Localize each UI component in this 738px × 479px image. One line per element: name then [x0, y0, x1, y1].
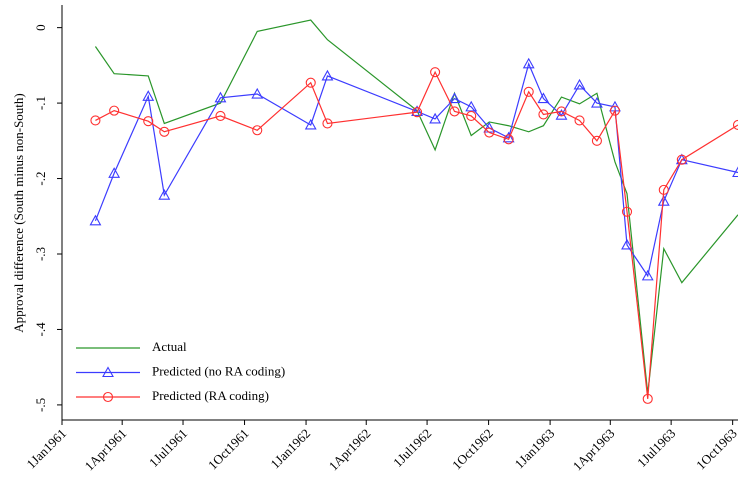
x-tick-label: 1Jan1962	[267, 426, 313, 472]
legend-label: Predicted (RA coding)	[152, 388, 269, 403]
x-tick-label: 1Jan1963	[511, 426, 557, 472]
marker-circle	[556, 106, 567, 117]
x-tick-label: 1Jan1961	[23, 426, 69, 472]
marker-triangle	[411, 105, 423, 116]
x-tick-label: 1Oct1961	[205, 426, 252, 473]
marker-circle	[503, 134, 514, 145]
marker-triangle	[537, 92, 550, 104]
marker-triangle	[465, 100, 478, 112]
x-tick-label: 1Oct1963	[693, 426, 738, 473]
legend-label: Predicted (no RA coding)	[152, 363, 285, 378]
marker-triangle	[621, 238, 633, 250]
marker-triangle	[321, 69, 334, 81]
marker-circle	[676, 154, 687, 165]
marker-triangle	[641, 269, 654, 281]
marker-triangle	[590, 96, 603, 108]
marker-triangle	[657, 195, 670, 206]
marker-circle	[642, 393, 653, 404]
marker-triangle	[108, 167, 121, 178]
marker-triangle	[304, 118, 317, 130]
marker-circle	[159, 126, 170, 137]
x-tick-label: 1Apr1961	[82, 426, 130, 474]
marker-circle	[621, 206, 633, 217]
series-line	[94, 19, 738, 394]
y-axis-title: Approval difference (South minus non-Sou…	[11, 93, 26, 333]
marker-circle	[574, 115, 585, 126]
series-line	[94, 62, 738, 278]
marker-circle	[732, 119, 738, 131]
legend-item: Actual	[76, 339, 187, 354]
x-tick-label: 1Jul1961	[146, 426, 190, 470]
x-tick-label: 1Oct1962	[449, 426, 496, 473]
marker-circle	[102, 391, 114, 403]
marker-circle	[305, 77, 316, 88]
x-tick-label: 1Apr1962	[326, 426, 374, 474]
marker-circle	[109, 105, 120, 116]
marker-circle	[523, 86, 534, 97]
legend-label: Actual	[152, 339, 187, 354]
marker-triangle	[251, 87, 264, 99]
y-tick-label: -.2	[33, 171, 48, 185]
marker-circle	[322, 118, 333, 129]
marker-circle	[538, 109, 549, 120]
marker-circle	[466, 110, 477, 121]
marker-triangle	[102, 366, 114, 378]
x-tick-label: 1Jul1962	[390, 426, 434, 470]
marker-circle	[609, 105, 621, 116]
marker-circle	[658, 184, 669, 195]
marker-triangle	[732, 166, 738, 178]
marker-triangle	[448, 92, 461, 104]
marker-circle	[430, 67, 441, 78]
marker-triangle	[522, 57, 535, 69]
marker-circle	[484, 127, 495, 138]
y-tick-label: -.4	[33, 322, 48, 337]
legend-item: Predicted (RA coding)	[76, 388, 269, 403]
marker-triangle	[555, 109, 568, 120]
y-tick-label: -.1	[33, 96, 48, 110]
marker-triangle	[158, 189, 171, 200]
marker-triangle	[429, 112, 442, 124]
marker-triangle	[142, 90, 155, 101]
y-tick-label: -.3	[33, 247, 48, 261]
marker-circle	[252, 125, 263, 136]
marker-circle	[143, 116, 154, 127]
marker-triangle	[573, 78, 586, 90]
legend-item: Predicted (no RA coding)	[76, 363, 285, 378]
marker-circle	[449, 106, 460, 117]
marker-circle	[215, 110, 226, 121]
x-tick-label: 1Apr1963	[570, 426, 618, 474]
marker-circle	[412, 107, 423, 118]
marker-triangle	[502, 131, 515, 143]
y-tick-label: 0	[33, 24, 48, 31]
marker-circle	[90, 115, 101, 126]
marker-triangle	[214, 91, 227, 103]
x-tick-label: 1Jul1963	[634, 426, 678, 470]
marker-circle	[591, 135, 602, 146]
marker-triangle	[89, 214, 102, 226]
series-line	[95, 70, 738, 399]
y-tick-label: -.5	[33, 398, 48, 412]
